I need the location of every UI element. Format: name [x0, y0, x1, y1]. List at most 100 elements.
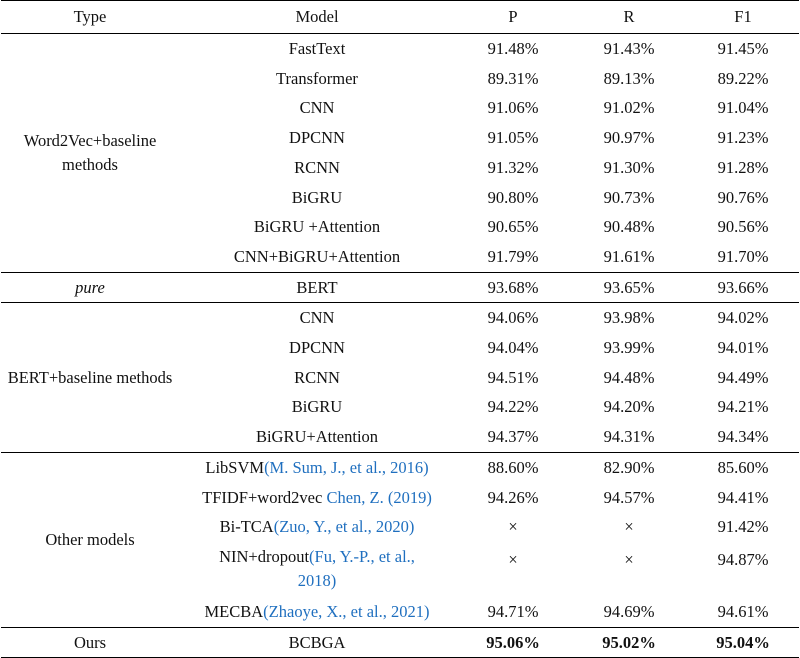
table-row: DPCNN 94.04% 93.99% 94.01% — [1, 333, 799, 363]
r-cell: × — [624, 549, 634, 569]
table-row: BiGRU 90.80% 90.73% 90.76% — [1, 183, 799, 213]
table-row: BiGRU +Attention 90.65% 90.48% 90.56% — [1, 212, 799, 242]
table-row: BiGRU 94.22% 94.20% 94.21% — [1, 392, 799, 422]
header-f1: F1 — [687, 0, 799, 34]
table-row: BERT+baseline methods CNN 94.06% 93.98% … — [1, 302, 799, 453]
f1-cell: 94.34% — [687, 422, 799, 453]
r-cell: 94.69% — [603, 601, 655, 621]
header-model: Model — [179, 0, 455, 34]
model-cell: BiGRU +Attention — [253, 217, 381, 237]
p-cell: 95.06% — [455, 626, 571, 658]
model-name: TFIDF+word2vec — [202, 487, 327, 507]
header-r: R — [571, 0, 687, 34]
model-cell: BiGRU — [291, 187, 343, 207]
p-cell: 91.06% — [487, 98, 539, 118]
model-cell: LibSVM(M. Sum, J., et al., 2016) — [179, 452, 455, 482]
f1-cell: 90.76% — [717, 187, 769, 207]
r-cell: × — [624, 517, 634, 537]
p-cell: 91.48% — [487, 39, 539, 58]
citation-link[interactable]: (M. Sum, J., et al., 2016) — [264, 457, 429, 477]
r-cell: 93.65% — [571, 272, 687, 304]
f1-cell: 89.22% — [717, 68, 769, 88]
type-cell-other: Other models — [1, 452, 179, 627]
f1-cell: 85.60% — [717, 457, 769, 477]
p-cell: 89.31% — [487, 68, 539, 88]
r-cell: 95.02% — [571, 626, 687, 658]
model-name: MECBA — [204, 601, 264, 621]
model-cell: BiGRU+Attention — [179, 422, 455, 453]
r-cell: 82.90% — [603, 457, 655, 477]
p-cell: 94.51% — [487, 367, 539, 387]
header-p: P — [455, 0, 571, 34]
r-cell: 91.61% — [571, 241, 687, 273]
model-cell: Transformer — [276, 68, 358, 88]
r-cell: 90.73% — [603, 187, 655, 207]
model-cell: CNN — [299, 98, 335, 118]
r-cell: 93.98% — [603, 308, 655, 328]
table-row: Word2Vec+baseline methods FastText 91.48… — [1, 33, 799, 273]
f1-cell: 91.04% — [717, 98, 769, 118]
type-label: Other models — [45, 529, 135, 549]
f1-cell: 90.56% — [717, 217, 769, 237]
table-row: BiGRU+Attention 94.37% 94.31% 94.34% — [1, 422, 799, 453]
type-cell-word2vec: Word2Vec+baseline methods — [1, 33, 179, 273]
p-cell: 90.80% — [487, 187, 539, 207]
p-cell: 88.60% — [487, 457, 539, 477]
model-cell: RCNN — [294, 157, 340, 177]
p-cell: 91.05% — [487, 128, 539, 148]
p-cell: 91.32% — [487, 157, 539, 177]
type-label: BERT+baseline methods — [7, 367, 173, 387]
f1-cell: 91.42% — [717, 517, 769, 537]
f1-cell: 91.70% — [687, 241, 799, 273]
model-cell: Bi-TCA(Zuo, Y., et al., 2020) — [179, 512, 455, 542]
model-name: LibSVM — [205, 457, 265, 477]
r-cell: 94.48% — [603, 367, 655, 387]
p-cell: × — [508, 549, 518, 569]
model-name: Bi-TCA — [219, 517, 274, 537]
r-cell: 94.20% — [603, 397, 655, 417]
p-cell: 94.26% — [487, 487, 539, 507]
model-name: NIN+dropout — [219, 546, 310, 566]
table-row: DPCNN 91.05% 90.97% 91.23% — [1, 123, 799, 153]
p-cell: 93.68% — [455, 272, 571, 304]
f1-cell: 94.49% — [717, 367, 769, 387]
p-cell: 94.37% — [455, 422, 571, 453]
citation-link[interactable]: (Zuo, Y., et al., 2020) — [273, 517, 415, 537]
r-cell: 90.97% — [603, 128, 655, 148]
r-cell: 94.57% — [603, 487, 655, 507]
model-cell: FastText — [288, 39, 346, 58]
model-cell: BCBGA — [179, 626, 455, 658]
model-cell: NIN+dropout(Fu, Y.-P., et al., 2018) — [179, 542, 455, 597]
table-row: RCNN 94.51% 94.48% 94.49% — [1, 363, 799, 393]
f1-cell: 91.45% — [717, 39, 769, 58]
table-row: TFIDF+word2vec Chen, Z. (2019) 94.26% 94… — [1, 483, 799, 513]
model-cell: CNN — [299, 308, 335, 328]
r-cell: 91.02% — [603, 98, 655, 118]
p-cell: 90.65% — [487, 217, 539, 237]
citation-link[interactable]: Chen, Z. (2019) — [326, 487, 432, 507]
r-cell: 91.43% — [603, 39, 655, 58]
model-cell: MECBA(Zhaoye, X., et al., 2021) — [179, 597, 455, 627]
f1-cell: 94.87% — [717, 549, 769, 569]
p-cell: × — [508, 517, 518, 537]
r-cell: 89.13% — [603, 68, 655, 88]
p-cell: 94.71% — [487, 601, 539, 621]
table-row: Other models LibSVM(M. Sum, J., et al., … — [1, 452, 799, 549]
model-cell: RCNN — [294, 367, 340, 387]
citation-link[interactable]: (Zhaoye, X., et al., 2021) — [263, 601, 430, 621]
model-cell: DPCNN — [289, 128, 345, 148]
f1-cell: 94.01% — [717, 338, 769, 358]
citation-link[interactable]: (Fu, Y.-P., et al., 2018) — [297, 546, 415, 590]
r-cell: 93.99% — [603, 338, 655, 358]
f1-cell: 94.61% — [717, 601, 769, 621]
r-cell: 94.31% — [571, 422, 687, 453]
f1-cell: 95.04% — [687, 626, 799, 658]
p-cell: 94.06% — [487, 308, 539, 328]
type-cell-pure: pure — [1, 272, 179, 304]
type-label: Word2Vec+baseline methods — [23, 130, 157, 174]
model-cell: BiGRU — [291, 397, 343, 417]
model-cell: DPCNN — [289, 338, 345, 358]
table-row: pure BERT 93.68% 93.65% 93.66% — [1, 272, 799, 304]
f1-cell: 94.21% — [717, 397, 769, 417]
